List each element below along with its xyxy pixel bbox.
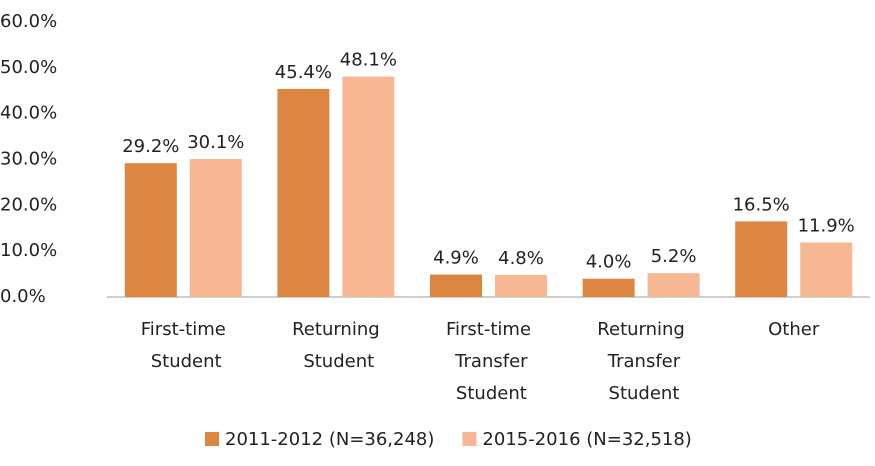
bar	[342, 76, 395, 298]
data-label: 29.2%	[122, 136, 179, 157]
x-tick-label: Other	[768, 319, 820, 340]
data-label: 45.4%	[275, 62, 332, 83]
data-label: 30.1%	[187, 132, 244, 153]
bar	[800, 242, 853, 297]
y-tick-label: 30.0%	[0, 149, 57, 170]
legend-swatch	[462, 432, 477, 446]
x-tick-label: First-time Student	[141, 319, 226, 372]
y-tick-label: 60.0%	[0, 11, 57, 32]
x-tick-label: First-time Transfer Student	[446, 319, 531, 404]
bar	[582, 278, 635, 297]
bar	[735, 221, 788, 297]
bar	[189, 159, 242, 297]
data-label: 4.0%	[586, 252, 632, 273]
bar	[647, 273, 700, 297]
bar	[430, 274, 482, 297]
y-tick-label: 20.0%	[0, 194, 57, 215]
bar	[495, 275, 547, 297]
x-tick-label: Returning Transfer Student	[597, 319, 685, 404]
bar	[124, 163, 177, 297]
data-label: 5.2%	[651, 246, 697, 267]
legend-swatch	[205, 432, 219, 446]
data-label: 11.9%	[798, 215, 855, 236]
y-tick-label: 10.0%	[0, 240, 57, 261]
data-label: 4.9%	[433, 248, 479, 269]
x-tick-label: Returning Student	[292, 319, 380, 372]
y-tick-label: 50.0%	[0, 57, 57, 78]
data-label: 4.8%	[498, 248, 544, 269]
y-tick-label: 40.0%	[0, 103, 57, 124]
data-label: 48.1%	[340, 50, 397, 71]
legend-label: 2011-2012 (N=36,248)	[225, 429, 434, 450]
data-label: 16.5%	[733, 194, 790, 215]
legend-label: 2015-2016 (N=32,518)	[482, 429, 691, 450]
bar	[277, 88, 330, 298]
y-tick-label: 0.0%	[0, 286, 46, 307]
